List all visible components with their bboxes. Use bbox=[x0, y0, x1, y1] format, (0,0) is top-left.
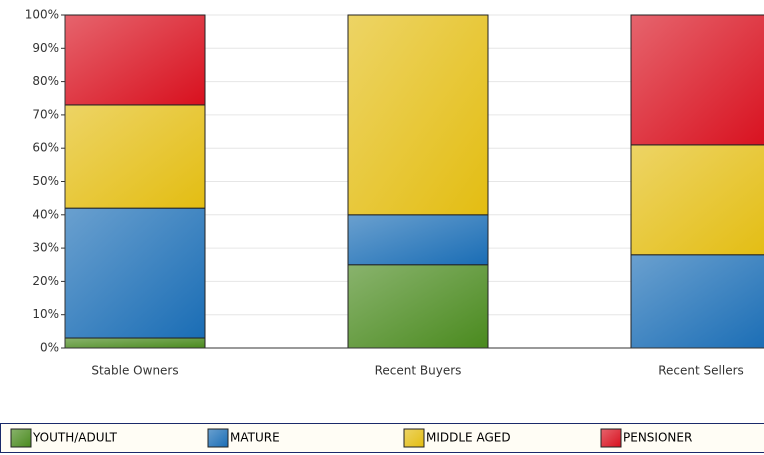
bar-segment bbox=[64, 104, 206, 209]
legend-swatch bbox=[10, 428, 32, 448]
legend-swatch bbox=[207, 428, 229, 448]
bar-segment bbox=[347, 14, 489, 216]
y-tick-label: 60% bbox=[32, 141, 59, 155]
bar-segment bbox=[64, 337, 206, 349]
x-tick-label: Stable Owners bbox=[91, 364, 178, 378]
x-tick-label: Recent Buyers bbox=[375, 364, 462, 378]
legend-label: MIDDLE AGED bbox=[426, 431, 511, 445]
bar-segment bbox=[64, 207, 206, 339]
legend-label: PENSIONER bbox=[623, 431, 692, 445]
y-tick-label: 40% bbox=[32, 207, 59, 221]
y-tick-label: 50% bbox=[32, 174, 59, 188]
x-tick-label: Recent Sellers bbox=[658, 364, 744, 378]
bar-segment bbox=[347, 264, 489, 349]
y-tick-label: 0% bbox=[40, 341, 59, 355]
legend-box bbox=[0, 423, 764, 453]
y-tick-label: 70% bbox=[32, 107, 59, 121]
y-tick-label: 10% bbox=[32, 307, 59, 321]
y-tick-label: 80% bbox=[32, 74, 59, 88]
y-tick-label: 20% bbox=[32, 274, 59, 288]
y-tick-label: 100% bbox=[25, 8, 59, 22]
bar-segment bbox=[630, 254, 764, 349]
bar-segment bbox=[630, 14, 764, 146]
bar-segment bbox=[347, 214, 489, 266]
bar-segment bbox=[630, 144, 764, 256]
legend-label: YOUTH/ADULT bbox=[32, 431, 118, 445]
legend-swatch bbox=[600, 428, 622, 448]
y-tick-label: 30% bbox=[32, 241, 59, 255]
legend-label: MATURE bbox=[230, 431, 280, 445]
y-tick-label: 90% bbox=[32, 41, 59, 55]
legend-swatch bbox=[403, 428, 425, 448]
bar-segment bbox=[64, 14, 206, 106]
